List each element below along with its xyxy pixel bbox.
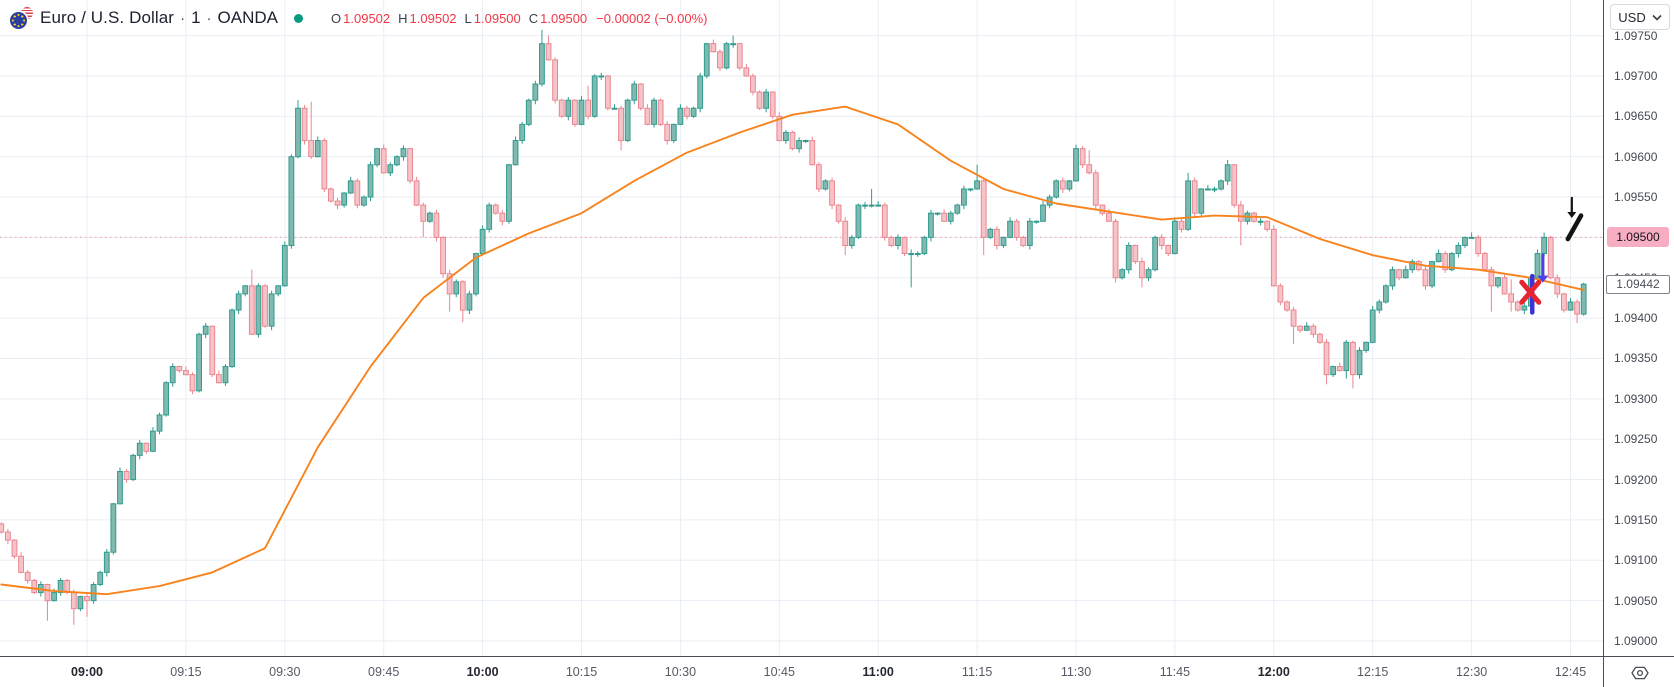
price-tick-label: 1.09350 [1614, 351, 1658, 366]
price-tick-label: 1.09100 [1614, 553, 1658, 568]
currency-unit-button[interactable]: USD [1610, 4, 1670, 30]
chevron-down-icon [1652, 14, 1662, 21]
low-value: 1.09500 [473, 10, 521, 26]
low-label: L [464, 10, 472, 26]
symbol-title[interactable]: Euro / U.S. Dollar [40, 8, 175, 27]
price-tick-label: 1.09750 [1614, 28, 1658, 43]
last-price-label[interactable]: 1.09442 [1606, 274, 1670, 294]
market-status-dot[interactable] [294, 13, 304, 23]
time-tick-label: 10:15 [565, 665, 598, 679]
price-tick-label: 1.09400 [1614, 311, 1658, 326]
annotations-layer [1519, 196, 1584, 315]
time-tick-label: 10:30 [664, 665, 697, 679]
currency-unit-label: USD [1618, 9, 1646, 25]
time-tick-label: 12:00 [1257, 665, 1290, 679]
alert-price-label[interactable]: 1.09500 [1607, 227, 1669, 248]
time-tick-label: 09:45 [368, 665, 400, 679]
time-tick-label: 11:15 [961, 665, 993, 679]
open-label: O [331, 10, 342, 26]
high-value: 1.09502 [409, 10, 457, 26]
separator-dot: · [206, 9, 212, 27]
time-tick-label: 10:00 [466, 665, 499, 679]
eurusd-pair-icon [10, 7, 33, 29]
price-tick-label: 1.09650 [1614, 109, 1658, 124]
chart-legend: Euro / U.S. Dollar · 1 · OANDA O 1.09502 … [10, 7, 707, 29]
time-tick-label: 12:30 [1455, 665, 1488, 679]
time-tick-label: 11:45 [1159, 665, 1191, 679]
drawing-red-x-mark[interactable] [1519, 279, 1542, 305]
open-value: 1.09502 [343, 10, 391, 26]
moving-average-line[interactable] [0, 105, 1585, 596]
price-tick-label: 1.09250 [1614, 432, 1658, 447]
price-tick-label: 1.09150 [1614, 512, 1658, 527]
candles-layer [0, 29, 1587, 625]
grid-layer [0, 0, 1603, 656]
time-tick-label: 11:00 [862, 665, 894, 679]
price-tick-label: 1.09550 [1614, 190, 1658, 205]
eu-flag-icon [10, 12, 27, 29]
price-axis[interactable]: 1.09500 1.09442 USD 1.09750 1.09700 1.0965… [1603, 0, 1674, 656]
time-tick-label: 12:45 [1554, 665, 1587, 679]
price-tick-label: 1.09050 [1614, 593, 1658, 608]
price-tick-label: 1.09200 [1614, 472, 1658, 487]
price-tick-label: 1.09300 [1614, 391, 1658, 406]
time-tick-label: 09:00 [71, 665, 103, 679]
time-tick-label: 09:15 [170, 665, 202, 679]
time-tick-label: 12:15 [1357, 665, 1389, 679]
ohlc-legend: O 1.09502 H 1.09502 L 1.09500 C 1.09500 −0.0… [323, 11, 707, 26]
close-value: 1.09500 [540, 10, 588, 26]
change-value: −0.00002 (−0.00%) [596, 10, 708, 26]
price-chart-pane[interactable]: Euro / U.S. Dollar · 1 · OANDA O 1.09502 … [0, 0, 1603, 656]
drawing-black-down-arrow[interactable] [1567, 196, 1577, 219]
separator-dot: · [180, 9, 186, 27]
chart-canvas[interactable] [0, 0, 1603, 656]
time-tick-label: 09:30 [269, 665, 301, 679]
time-tick-label: 10:45 [763, 665, 795, 679]
time-tick-label: 11:30 [1060, 665, 1092, 679]
interval-label[interactable]: 1 [191, 8, 201, 27]
price-tick-label: 1.09700 [1614, 68, 1658, 83]
exchange-label[interactable]: OANDA [217, 8, 279, 27]
drawing-blue-down-arrow[interactable] [1537, 253, 1549, 283]
high-label: H [398, 10, 408, 26]
drawing-black-slash-stroke[interactable] [1565, 213, 1584, 242]
axis-settings-corner[interactable] [1603, 656, 1674, 687]
price-tick-label: 1.09000 [1614, 634, 1658, 648]
hexagon-settings-icon [1630, 666, 1649, 679]
price-tick-label: 1.09600 [1614, 149, 1658, 164]
time-axis[interactable]: 09:00 09:15 09:30 09:45 10:00 10:15 10:30 10:45… [0, 656, 1603, 687]
close-label: C [528, 10, 539, 26]
